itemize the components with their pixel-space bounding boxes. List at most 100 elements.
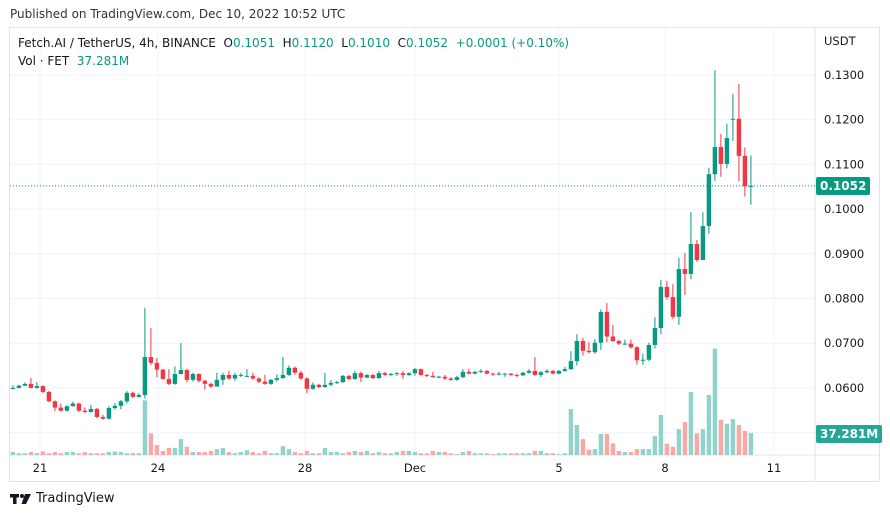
volume-bar [334,452,340,455]
candle-body [472,371,478,374]
symbol-title[interactable]: Fetch.AI / TetherUS, 4h, BINANCE [18,36,216,50]
volume-bar [34,453,40,455]
volume-bar [226,452,232,455]
volume-bar [268,453,274,455]
candle-body [64,406,70,411]
candle-body [340,375,346,383]
volume-bar [88,453,94,455]
volume-label[interactable]: Vol · FET [18,54,70,68]
candle-body [700,226,706,261]
tradingview-logo[interactable]: TradingView [10,491,115,506]
candle-body [214,379,220,387]
candle-body [664,286,670,298]
candle-body [358,373,364,378]
candle-body [646,344,652,360]
volume-bar [592,449,598,455]
volume-bar [106,452,112,455]
volume-bar [184,446,190,455]
candle-body [172,374,178,384]
candle-body [178,370,184,375]
volume-bar [622,452,628,455]
volume-bar [532,450,538,455]
candle-body [490,373,496,375]
candle-body [724,138,730,164]
candle-body [292,367,298,373]
volume-bar [382,453,388,455]
volume-bar [724,423,730,455]
volume-bar [118,452,124,455]
volume-bar [730,419,736,455]
candle-body [568,361,574,370]
volume-bar [196,452,202,455]
volume-bar [508,453,514,455]
volume-bar [640,449,646,455]
candle-body [46,391,52,402]
candle-body [352,373,358,379]
y-tick-label: 0.0700 [824,336,864,350]
volume-bar [748,433,754,455]
candle-body [52,401,58,408]
volume-bar [646,449,652,455]
volume-bar [670,446,676,455]
volume-bar [352,450,358,455]
low-label: L [341,36,348,50]
volume-bar [250,452,256,455]
volume-bar [676,429,682,455]
volume-bar [538,450,544,455]
candle-body [190,374,196,380]
volume-bar [478,453,484,455]
volume-bar [658,415,664,455]
candle-body [442,376,448,379]
x-tick-label: 28 [298,461,313,475]
volume-bar [496,453,502,455]
volume-bar [256,453,262,455]
volume-bar [52,452,58,455]
candle-body [424,374,430,376]
volume-bar [736,425,742,455]
candle-body [466,371,472,374]
volume-bar [292,452,298,455]
volume-bar [70,452,76,455]
x-tick-label: 5 [555,461,562,475]
volume-bar [526,453,532,455]
candle-body [550,370,556,374]
open-label: O [223,36,233,50]
candle-body [220,374,226,380]
candle-body [136,395,142,397]
candle-body [124,392,130,402]
volume-bar [502,453,508,455]
volume-bar [310,453,316,455]
y-tick-label: 0.1000 [824,202,864,216]
y-tick-label: 0.1100 [824,157,864,171]
high-label: H [282,36,292,50]
volume-bar [394,452,400,455]
y-tick-label: 0.0900 [824,247,864,261]
volume-bar [490,454,496,455]
volume-bar [154,445,160,455]
volume-bar [694,433,700,455]
volume-bar [628,452,634,455]
candle-body [580,340,586,351]
volume-bar [604,433,610,455]
volume-bar [76,453,82,455]
candle-body [682,268,688,274]
volume-bar [688,392,694,455]
candle-body [502,373,508,375]
candle-body [394,373,400,375]
candle-body [118,401,124,406]
candle-body [298,372,304,379]
volume-bar [340,453,346,455]
x-tick-label: Dec [404,461,426,475]
candle-body [184,370,190,380]
x-tick-label: 11 [767,461,782,475]
volume-bar [460,452,466,455]
candle-body [676,268,682,317]
candle-body [364,374,370,378]
close-label: C [397,36,406,50]
candle-body [418,369,424,375]
candle-body [106,408,112,419]
candle-body [100,416,106,419]
candle-body [592,342,598,353]
volume-bar [430,450,436,455]
